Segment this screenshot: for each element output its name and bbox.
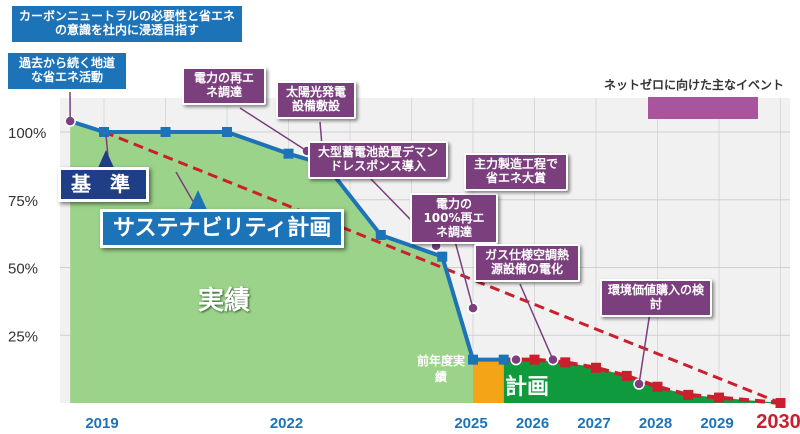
y-tick-label: 100% [8, 125, 46, 142]
actual-data-point [498, 354, 509, 365]
plan-area-label: 計画 [505, 375, 550, 400]
callout-connector [239, 107, 308, 152]
plan-data-point [714, 392, 724, 403]
actual-data-point [375, 229, 386, 240]
plan-data-point [591, 362, 601, 373]
x-tick-label: 2029 [700, 415, 733, 432]
x-tick-label: 2028 [639, 415, 672, 432]
y-tick-label: 25% [8, 328, 38, 345]
event-callout-gas-electrification: ガス仕様空調熱源設備の電化 [474, 244, 580, 282]
target-line [103, 130, 782, 405]
y-tick-label: 75% [8, 193, 38, 210]
actual-data-point [437, 251, 448, 262]
event-callout-renewable-power: 電力の再エネ調達 [182, 67, 266, 105]
actual-data-point [160, 127, 171, 137]
event-callout-energy-award: 主力製造工程で省エネ大賞 [464, 153, 568, 191]
actual-area-label: 実績 [198, 286, 251, 316]
callout-connector [638, 311, 651, 385]
base-label: 基 準 [58, 167, 149, 202]
x-tick-label: 2019 [85, 415, 118, 432]
actual-data-point [99, 127, 109, 137]
plan-data-point [683, 389, 694, 400]
sustainability-plan-label: サステナビリティ計画 [100, 209, 345, 249]
plan-data-point [652, 381, 663, 392]
x-tick-label: 2027 [577, 415, 610, 432]
prev-year-label: 前年度実績 [416, 354, 465, 385]
plan-data-point [621, 370, 632, 381]
event-callout-env-value: 環境価値購入の検討 [600, 279, 712, 317]
x-tick-label: 2025 [454, 415, 487, 432]
x-tick-label: 2022 [270, 415, 303, 432]
callout-connector [519, 283, 554, 360]
plan-data-point [529, 354, 540, 365]
legend-label: ネットゼロに向けた主なイベント [604, 78, 785, 92]
x-tick-label: 2026 [516, 415, 549, 432]
plan-arrow [188, 190, 208, 212]
legend-swatch [648, 97, 758, 119]
actual-area [70, 121, 474, 403]
necessity-label: カーボンニュートラルの必要性と省エネの意識を社内に浸透目指す [12, 6, 242, 42]
event-callout-solar: 太陽光発電設備敷設 [276, 81, 356, 119]
actual-data-point [468, 354, 478, 365]
past-activities-label: 過去から続く地道な省エネ活動 [8, 53, 126, 89]
plan-line [503, 357, 781, 405]
x-tick-label: 2030 [756, 411, 800, 433]
prev-year-area [473, 359, 504, 403]
event-callout-100pct-renewable: 電力の100%再エネ調達 [410, 193, 498, 245]
event-callout-battery: 大型蓄電池設置デマンドレスポンス導入 [308, 141, 448, 179]
base-arrow [97, 150, 115, 170]
actual-data-point [283, 148, 294, 159]
actual-line [69, 119, 504, 362]
event-marker [510, 353, 522, 366]
plan-data-point [775, 398, 786, 408]
actual-data-point [222, 127, 232, 137]
plan-data-point [560, 357, 571, 368]
y-tick-label: 50% [8, 261, 38, 278]
